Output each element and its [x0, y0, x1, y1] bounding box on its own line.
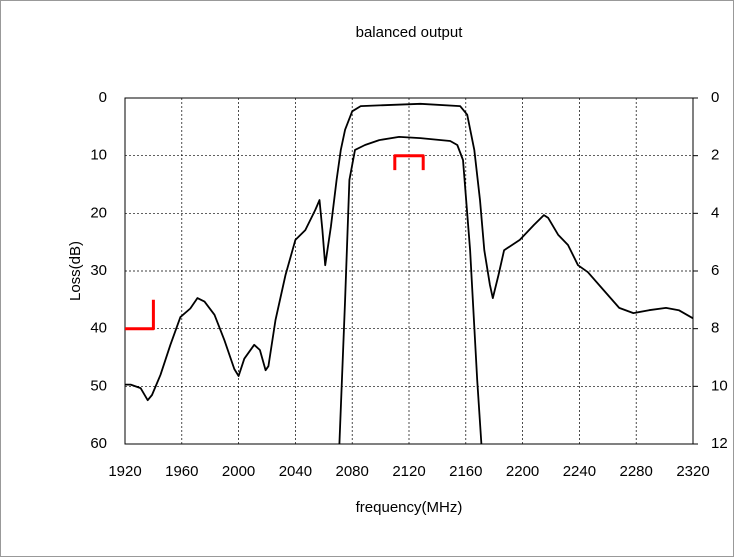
x-tick-label: 2320 [676, 463, 709, 480]
y2-tick-label: 10 [711, 377, 728, 394]
y-tick-label: 20 [90, 204, 107, 221]
x-tick-label: 2200 [506, 463, 539, 480]
x-tick-label: 2120 [392, 463, 425, 480]
y-tick-label: 50 [90, 377, 107, 394]
y-tick-label: 10 [90, 147, 107, 164]
x-tick-label: 2000 [222, 463, 255, 480]
x-tick-label: 2080 [336, 463, 369, 480]
y2-tick-label: 6 [711, 262, 719, 279]
x-axis-label: frequency(MHz) [356, 499, 463, 516]
y-axis-label: Loss(dB) [67, 241, 84, 301]
series-line [125, 299, 155, 331]
x-tick-label: 2280 [620, 463, 653, 480]
y-tick-label: 60 [90, 435, 107, 452]
x-tick-label: 2160 [449, 463, 482, 480]
y2-tick-label: 12 [711, 435, 728, 452]
y2-tick-label: 2 [711, 147, 719, 164]
series-line [393, 154, 425, 171]
y-tick-label: 0 [99, 89, 107, 106]
series-line [338, 136, 483, 445]
x-tick-label: 2040 [279, 463, 312, 480]
y2-tick-label: 0 [711, 89, 719, 106]
y2-tick-label: 4 [711, 204, 719, 221]
series-line [125, 102, 694, 402]
x-tick-label: 1920 [108, 463, 141, 480]
chart-title: balanced output [356, 24, 464, 41]
y-tick-label: 40 [90, 320, 107, 337]
plot-border [124, 97, 694, 445]
y-tick-label: 30 [90, 262, 107, 279]
x-tick-label: 1960 [165, 463, 198, 480]
y2-tick-label: 8 [711, 320, 719, 337]
x-tick-label: 2240 [563, 463, 596, 480]
